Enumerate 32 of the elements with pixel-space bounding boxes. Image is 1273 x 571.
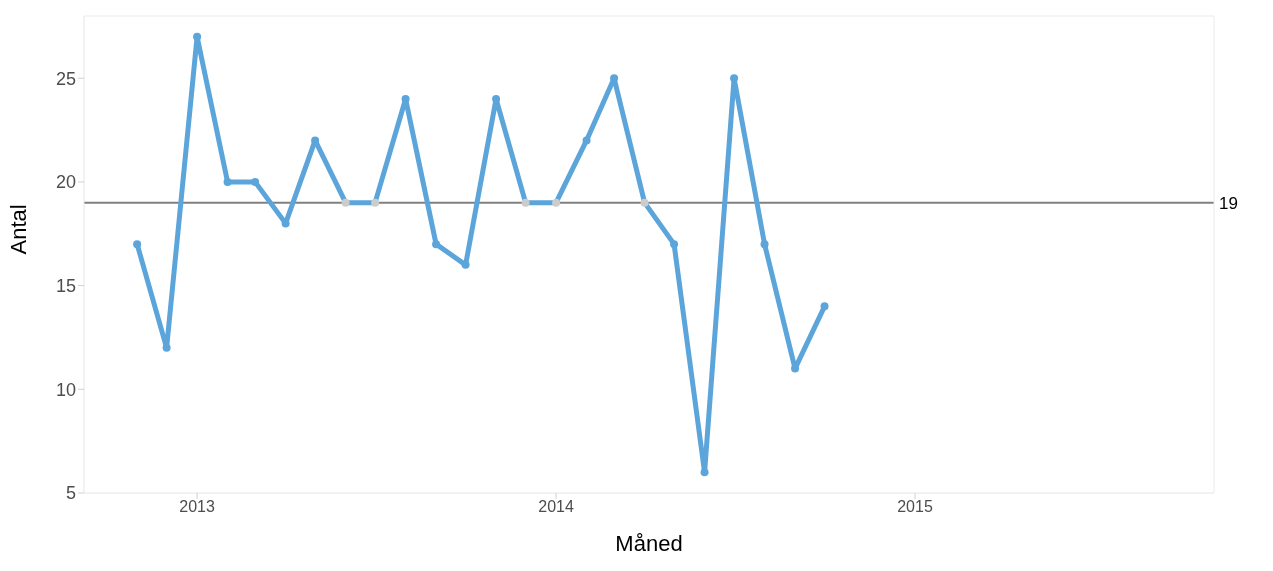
point (582, 136, 591, 145)
y-tick-label: 20 (55, 172, 76, 193)
point (670, 240, 679, 249)
point (371, 198, 380, 207)
point (700, 468, 709, 477)
point (552, 198, 561, 207)
point (521, 198, 530, 207)
point (791, 364, 800, 373)
point (730, 74, 739, 83)
point (401, 94, 410, 103)
x-tick-label: 2013 (179, 498, 215, 516)
point (432, 240, 441, 249)
y-axis-title: Antal (5, 204, 31, 255)
x-tick-label: 2015 (897, 498, 933, 516)
y-tick-label: 5 (65, 483, 76, 504)
point (461, 260, 470, 269)
y-tick-label: 25 (55, 68, 76, 89)
point (251, 177, 260, 186)
ref-line-label: 19 (1219, 193, 1238, 213)
y-tick-label: 10 (55, 379, 76, 400)
point (820, 302, 829, 311)
point (492, 94, 501, 103)
x-tick-label: 2014 (538, 498, 574, 516)
y-tick-label: 15 (55, 276, 76, 296)
point (133, 240, 142, 249)
point (760, 240, 769, 249)
point (341, 198, 350, 207)
x-axis-title: Måned (615, 531, 683, 556)
point (162, 343, 171, 352)
point (640, 198, 649, 207)
point (193, 32, 202, 41)
point (223, 177, 232, 186)
